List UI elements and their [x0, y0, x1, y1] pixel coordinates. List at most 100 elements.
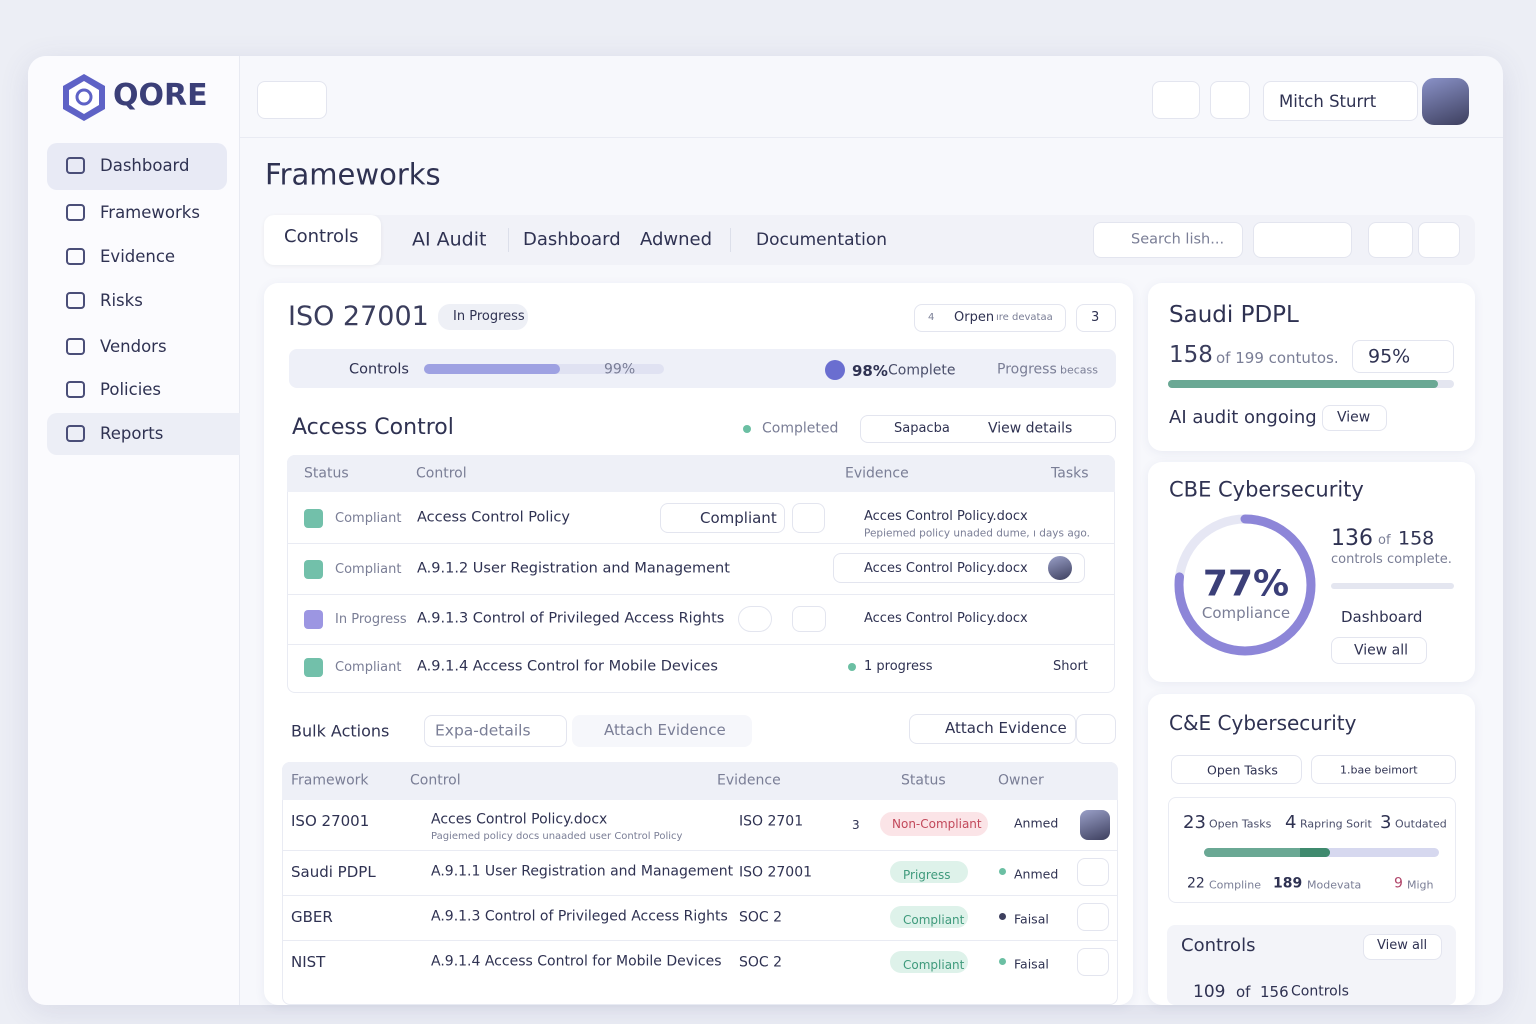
icon-button[interactable] — [738, 606, 772, 632]
evidence: Acces Control Policy.docx — [864, 509, 1028, 525]
tab[interactable]: Controls — [284, 226, 359, 248]
evidence: Acces Control Policy.docx — [864, 611, 1028, 627]
nav-item[interactable]: Frameworks — [100, 203, 200, 223]
stat-label: Rapring Sorit — [1300, 817, 1372, 831]
progress-pct: 99% — [604, 361, 636, 378]
owner-dot — [999, 868, 1006, 875]
nav-item[interactable]: Reports — [100, 424, 164, 444]
stat-number: 4 — [1285, 812, 1297, 834]
filter[interactable]: Sapacba — [894, 421, 950, 437]
progress-label: Controls — [349, 361, 409, 378]
tab[interactable]: AI Audit — [412, 228, 487, 251]
attach-ghost[interactable] — [572, 715, 752, 747]
user-name[interactable]: Mitch Sturrt — [1279, 92, 1377, 112]
search-button[interactable] — [1077, 858, 1109, 886]
view-all-button[interactable] — [1363, 934, 1442, 960]
attach-ghost-label[interactable]: Attach Evidence — [604, 721, 726, 739]
toolbar-group[interactable] — [1253, 222, 1352, 258]
total: 158 — [1398, 527, 1435, 550]
view-details[interactable]: View details — [988, 420, 1073, 437]
status-text: Non-Compliant — [892, 816, 982, 831]
status-select-text[interactable]: Compliant — [700, 509, 777, 527]
expand-button[interactable] — [424, 715, 567, 747]
progress-fill — [424, 364, 560, 374]
nav-item[interactable]: Vendors — [100, 337, 167, 357]
summary-label: Controls — [1291, 983, 1349, 1000]
view-all-label[interactable]: View all — [1377, 938, 1428, 954]
owner-dot — [999, 958, 1006, 965]
nav-item[interactable]: Dashboard — [100, 156, 190, 176]
stats-box — [1168, 797, 1456, 903]
status-pill — [890, 951, 968, 973]
progress-link: Progress — [997, 361, 1057, 378]
attach-button[interactable] — [909, 714, 1076, 744]
inbox-button[interactable] — [1210, 81, 1250, 119]
status-pill — [880, 812, 988, 836]
view-button[interactable] — [1322, 405, 1387, 431]
status-select[interactable] — [660, 503, 785, 533]
owner: Faisal — [1014, 956, 1049, 972]
avatar[interactable] — [1422, 78, 1469, 125]
stat-label: Modevata — [1307, 878, 1362, 892]
checkbox[interactable] — [304, 560, 323, 579]
compliance-donut — [1174, 514, 1316, 656]
checkbox[interactable] — [304, 658, 323, 677]
filter-button[interactable] — [1171, 755, 1302, 784]
dashboard-link[interactable]: Dashboard — [1341, 608, 1423, 626]
checkbox[interactable] — [304, 610, 323, 629]
control-name: Access Control Policy — [417, 509, 570, 526]
nav-icon — [66, 381, 85, 398]
nav-item[interactable]: Risks — [100, 291, 143, 311]
progress-fill — [1168, 380, 1438, 388]
attach-label[interactable]: Attach Evidence — [945, 719, 1067, 737]
expand-label[interactable]: Expa-details — [435, 721, 531, 740]
pct-select[interactable] — [1352, 340, 1454, 373]
column-header: Status — [304, 465, 349, 482]
status-pill — [890, 906, 968, 928]
count-box — [1076, 304, 1116, 332]
search-box[interactable] — [1093, 222, 1243, 258]
framework-title: ISO 27001 — [288, 300, 429, 332]
chevron-button[interactable] — [792, 503, 825, 533]
tab[interactable]: Documentation — [756, 229, 888, 250]
stat-label: Open Tasks — [1209, 817, 1272, 831]
menu-button[interactable] — [257, 81, 327, 119]
button-group[interactable] — [860, 415, 1116, 443]
progress-row — [289, 349, 1116, 388]
info-button[interactable] — [1418, 222, 1460, 258]
icon-button[interactable] — [792, 606, 826, 632]
tab[interactable]: Adwned — [640, 229, 713, 251]
search-button[interactable] — [1077, 903, 1109, 931]
user-menu[interactable] — [1263, 81, 1418, 121]
nav-item[interactable]: Evidence — [100, 247, 176, 267]
checkbox[interactable] — [304, 509, 323, 528]
view-all-button[interactable] — [1331, 637, 1427, 664]
favorite-button[interactable] — [1368, 222, 1413, 258]
search-button[interactable] — [1077, 948, 1109, 976]
bulk-actions[interactable]: Bulk Actions — [291, 721, 390, 741]
filter-button[interactable] — [1311, 755, 1456, 784]
open-label[interactable]: Orpen — [954, 310, 995, 326]
column-header: Control — [416, 465, 467, 482]
view-all-label[interactable]: View all — [1354, 642, 1409, 659]
chevron-button[interactable] — [1076, 714, 1116, 744]
tab[interactable]: Dashboard — [523, 229, 621, 251]
column-header: Control — [410, 772, 461, 789]
nav-item[interactable]: Policies — [100, 380, 162, 400]
pct-select-text[interactable]: 95% — [1368, 345, 1411, 368]
nav-icon — [66, 248, 85, 265]
tab-separator — [508, 228, 509, 252]
filter-label[interactable]: 1.bae beimort — [1340, 763, 1418, 777]
status-badge — [438, 304, 528, 330]
filter-label[interactable]: Open Tasks — [1207, 762, 1278, 778]
nav-icon — [66, 157, 85, 174]
done-count: 158 — [1169, 342, 1213, 369]
open-pill[interactable] — [914, 304, 1066, 332]
row-divider — [282, 850, 1118, 851]
view-label[interactable]: View — [1337, 409, 1371, 426]
search-button[interactable] — [1152, 81, 1200, 119]
control-name: A.9.1.2 User Registration and Management — [417, 560, 730, 577]
evidence-box[interactable] — [833, 553, 1085, 583]
owner: Anmed — [1014, 815, 1059, 831]
open-note: ıre devataa — [996, 312, 1053, 323]
